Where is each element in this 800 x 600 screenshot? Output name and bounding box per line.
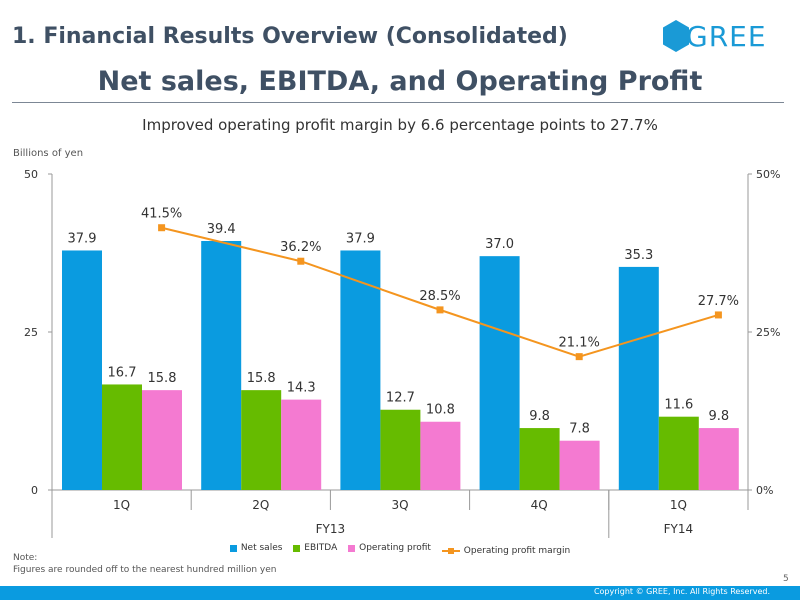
y-tick-label: 50 bbox=[24, 168, 38, 181]
group-label: FY14 bbox=[664, 522, 694, 536]
ebitda-swatch-icon bbox=[293, 544, 301, 552]
y-tick-label: 0 bbox=[31, 484, 38, 497]
chart-bars bbox=[62, 240, 739, 490]
bar-ebitda bbox=[241, 390, 282, 490]
bar-operating-profit bbox=[559, 440, 600, 490]
data-label-margin: 41.5% bbox=[141, 207, 182, 222]
y2-tick-label: 50% bbox=[756, 168, 780, 181]
data-label-net-sales: 39.4 bbox=[207, 222, 236, 237]
data-label-ebitda: 15.8 bbox=[247, 371, 276, 386]
gree-logo-text: GREE bbox=[686, 20, 767, 53]
y-tick-label: 25 bbox=[24, 326, 38, 339]
bar-operating-profit bbox=[281, 399, 322, 490]
bar-ebitda bbox=[519, 428, 560, 490]
data-label-net-sales: 35.3 bbox=[624, 248, 653, 263]
data-label-net-sales: 37.0 bbox=[485, 237, 514, 252]
margin-line-point bbox=[575, 353, 583, 361]
data-label-margin: 28.5% bbox=[419, 289, 460, 304]
footnote-text: Figures are rounded off to the nearest h… bbox=[13, 565, 277, 575]
bar-operating-profit bbox=[142, 390, 182, 490]
net-sales-swatch-icon bbox=[229, 544, 237, 552]
bar-operating-profit bbox=[420, 421, 461, 490]
page-number: 5 bbox=[783, 574, 789, 584]
gree-logo bbox=[663, 20, 689, 52]
bar-net-sales bbox=[340, 250, 381, 490]
category-label: 3Q bbox=[391, 498, 408, 512]
margin-line-point bbox=[714, 311, 722, 319]
bar-net-sales bbox=[201, 240, 242, 490]
legend-label: EBITDA bbox=[304, 543, 338, 553]
section-title: 1. Financial Results Overview (Consolida… bbox=[12, 24, 568, 49]
category-label: 1Q bbox=[113, 498, 130, 512]
data-label-margin: 27.7% bbox=[698, 294, 739, 309]
margin-line-point bbox=[436, 306, 444, 314]
margin-line-point bbox=[297, 257, 305, 265]
financial-chart: 0 0% 25 25% 50 50% 1Q 2Q 3Q 4Q 1Q FY13 FY14 37.9 39.4… bbox=[24, 168, 780, 538]
data-label-margin: 36.2% bbox=[280, 240, 321, 255]
group-label: FY13 bbox=[316, 522, 346, 536]
data-label-ebitda: 9.8 bbox=[529, 409, 550, 424]
legend-item-ebitda: EBITDA bbox=[293, 543, 337, 553]
y-axis-unit-label: Billions of yen bbox=[13, 148, 84, 159]
copyright-text: Copyright © GREE, Inc. All Rights Reserv… bbox=[593, 587, 770, 596]
data-label-net-sales: 37.9 bbox=[68, 231, 97, 246]
operating-profit-swatch-icon bbox=[348, 544, 356, 552]
category-label: 1Q bbox=[670, 498, 687, 512]
data-label-operating-profit: 7.8 bbox=[569, 422, 590, 437]
page-subtitle: Improved operating profit margin by 6.6 … bbox=[142, 116, 658, 134]
legend-label: Operating profit bbox=[359, 543, 431, 553]
bar-net-sales bbox=[62, 250, 102, 490]
legend-item-operating-profit: Operating profit bbox=[348, 543, 431, 553]
category-label: 2Q bbox=[252, 498, 269, 512]
margin-line-point bbox=[158, 224, 166, 232]
bar-ebitda bbox=[380, 409, 421, 490]
data-label-operating-profit: 14.3 bbox=[287, 381, 316, 396]
chart-legend: Net sales EBITDA Operating profit Operat… bbox=[0, 543, 800, 556]
data-label-ebitda: 12.7 bbox=[386, 391, 415, 406]
chart-data-labels: 37.9 39.4 37.9 37.0 35.3 16.7 15.8 12.7 9.8 11.6 1… bbox=[68, 207, 740, 437]
data-label-operating-profit: 9.8 bbox=[708, 409, 729, 424]
bar-net-sales bbox=[618, 266, 659, 490]
y2-tick-label: 0% bbox=[756, 484, 773, 497]
legend-item-net-sales: Net sales bbox=[229, 543, 283, 553]
footnote-title: Note: bbox=[13, 553, 38, 563]
title-divider bbox=[12, 102, 784, 103]
data-label-operating-profit: 15.8 bbox=[148, 371, 177, 386]
data-label-ebitda: 11.6 bbox=[664, 398, 693, 413]
bar-operating-profit bbox=[698, 428, 739, 490]
category-label: 4Q bbox=[531, 498, 548, 512]
gree-logo-hexagon-icon bbox=[663, 20, 689, 52]
legend-label: Net sales bbox=[240, 543, 283, 553]
page-title: Net sales, EBITDA, and Operating Profit bbox=[97, 66, 703, 97]
data-label-ebitda: 16.7 bbox=[108, 365, 137, 380]
chart-margin-line bbox=[158, 224, 722, 361]
data-label-net-sales: 37.9 bbox=[346, 231, 375, 246]
data-label-margin: 21.1% bbox=[559, 336, 600, 351]
y2-tick-label: 25% bbox=[756, 326, 780, 339]
legend-item-operating-profit-margin: Operating profit margin bbox=[441, 545, 571, 556]
bar-net-sales bbox=[479, 256, 520, 490]
footer-bar: Copyright © GREE, Inc. All Rights Reserv… bbox=[0, 586, 800, 600]
legend-label: Operating profit margin bbox=[463, 545, 571, 556]
bar-ebitda bbox=[658, 416, 699, 490]
footnote: Note: Figures are rounded off to the nea… bbox=[13, 552, 277, 576]
margin-line-swatch-icon bbox=[441, 547, 460, 554]
bar-ebitda bbox=[102, 384, 142, 490]
data-label-operating-profit: 10.8 bbox=[426, 403, 455, 418]
